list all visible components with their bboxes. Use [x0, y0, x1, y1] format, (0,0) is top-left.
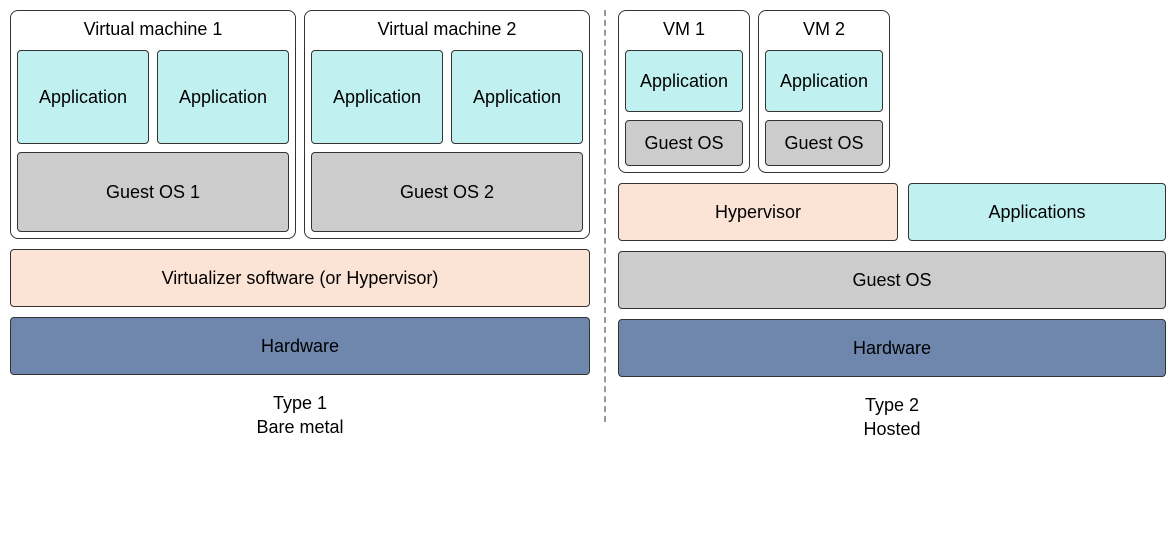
type1-vm1-title: Virtual machine 1: [17, 17, 289, 42]
type1-vm1-apps: Application Application: [17, 50, 289, 144]
type2-caption: Type 2 Hosted: [618, 393, 1166, 442]
type2-panel: VM 1 Application Guest OS VM 2 Applicati…: [618, 10, 1166, 442]
type1-caption-line2: Bare metal: [256, 417, 343, 437]
type1-vm2-title: Virtual machine 2: [311, 17, 583, 42]
type1-caption: Type 1 Bare metal: [10, 391, 590, 440]
type2-hypervisor: Hypervisor: [618, 183, 898, 241]
type1-vm-row: Virtual machine 1 Application Applicatio…: [10, 10, 590, 239]
type1-vm2-guestos: Guest OS 2: [311, 152, 583, 232]
type2-split-row: Hypervisor Applications: [618, 183, 1166, 241]
type1-vm2: Virtual machine 2 Application Applicatio…: [304, 10, 590, 239]
type1-vm2-app1: Application: [311, 50, 443, 144]
type1-vm1-guestos: Guest OS 1: [17, 152, 289, 232]
type1-vm1-app1: Application: [17, 50, 149, 144]
type2-vm2-app: Application: [765, 50, 883, 112]
type1-vm1-app2: Application: [157, 50, 289, 144]
type1-vm2-apps: Application Application: [311, 50, 583, 144]
vertical-divider: [604, 10, 606, 422]
type2-vm2: VM 2 Application Guest OS: [758, 10, 890, 173]
type1-vm1: Virtual machine 1 Application Applicatio…: [10, 10, 296, 239]
type2-vm2-guestos: Guest OS: [765, 120, 883, 166]
type1-hardware: Hardware: [10, 317, 590, 375]
type2-vm2-title: VM 2: [765, 17, 883, 42]
diagram-container: Virtual machine 1 Application Applicatio…: [10, 10, 1158, 442]
type2-caption-line2: Hosted: [863, 419, 920, 439]
type2-vm1-app: Application: [625, 50, 743, 112]
type2-host-apps: Applications: [908, 183, 1166, 241]
type2-vm1-title: VM 1: [625, 17, 743, 42]
type2-caption-line1: Type 2: [865, 395, 919, 415]
type1-virtualizer: Virtualizer software (or Hypervisor): [10, 249, 590, 307]
type2-vm1: VM 1 Application Guest OS: [618, 10, 750, 173]
type1-panel: Virtual machine 1 Application Applicatio…: [10, 10, 590, 442]
type2-host-guestos: Guest OS: [618, 251, 1166, 309]
type2-vm-row: VM 1 Application Guest OS VM 2 Applicati…: [618, 10, 1166, 173]
type1-vm2-app2: Application: [451, 50, 583, 144]
type2-hardware: Hardware: [618, 319, 1166, 377]
type1-caption-line1: Type 1: [273, 393, 327, 413]
type2-vm1-guestos: Guest OS: [625, 120, 743, 166]
